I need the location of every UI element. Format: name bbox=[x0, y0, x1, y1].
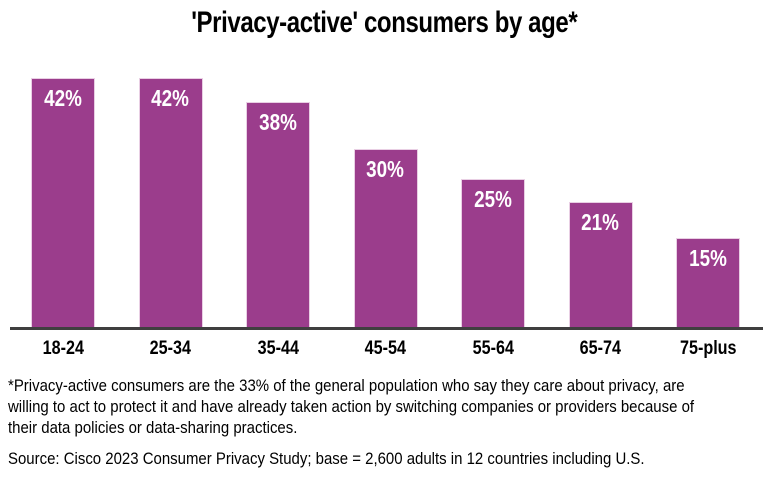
x-tick: 35-44 bbox=[246, 338, 310, 360]
bar: 15% bbox=[676, 238, 740, 327]
bar-value-label: 38% bbox=[259, 109, 297, 135]
bar: 42% bbox=[138, 78, 203, 327]
x-tick-label: 65-74 bbox=[579, 338, 622, 359]
plot-area: 42% 42% 38% 30% 25% 21% 15% bbox=[31, 60, 740, 327]
x-tick: 18-24 bbox=[31, 338, 95, 360]
x-tick: 45-54 bbox=[354, 338, 418, 360]
x-axis-line bbox=[10, 327, 763, 330]
x-axis-labels: 18-24 25-34 35-44 45-54 55-64 65-74 75-plus bbox=[31, 338, 740, 360]
bar: 38% bbox=[246, 102, 310, 327]
x-tick-label: 45-54 bbox=[364, 338, 407, 359]
x-tick-label: 75-plus bbox=[679, 338, 737, 359]
bar: 30% bbox=[353, 149, 418, 327]
footnote-line: *Privacy-active consumers are the 33% of… bbox=[8, 376, 685, 395]
footnote-line: their data policies or data-sharing prac… bbox=[8, 418, 298, 437]
bar-value-label: 15% bbox=[689, 245, 727, 271]
x-tick: 55-64 bbox=[461, 338, 525, 360]
bar-value-label: 25% bbox=[474, 186, 512, 212]
footnote-line: willing to act to protect it and have al… bbox=[8, 397, 695, 416]
source-line: Source: Cisco 2023 Consumer Privacy Stud… bbox=[8, 449, 645, 468]
bar: 21% bbox=[568, 202, 633, 327]
bar-value-label: 30% bbox=[366, 156, 405, 182]
footnote: *Privacy-active consumers are the 33% of… bbox=[8, 375, 768, 438]
bar: 42% bbox=[31, 78, 95, 327]
x-tick-label: 35-44 bbox=[257, 338, 299, 359]
x-tick-label: 25-34 bbox=[149, 338, 192, 359]
chart-title-text: 'Privacy-active' consumers by age* bbox=[190, 6, 578, 39]
chart-title: 'Privacy-active' consumers by age* bbox=[0, 6, 768, 40]
bar-value-label: 21% bbox=[581, 209, 620, 235]
bar-value-label: 42% bbox=[151, 85, 190, 111]
x-tick: 25-34 bbox=[139, 338, 203, 360]
bar: 25% bbox=[461, 179, 525, 327]
x-tick: 75-plus bbox=[676, 338, 740, 360]
x-tick-label: 55-64 bbox=[472, 338, 514, 359]
x-tick: 65-74 bbox=[569, 338, 633, 360]
x-tick-label: 18-24 bbox=[42, 338, 84, 359]
bar-value-label: 42% bbox=[44, 85, 82, 111]
